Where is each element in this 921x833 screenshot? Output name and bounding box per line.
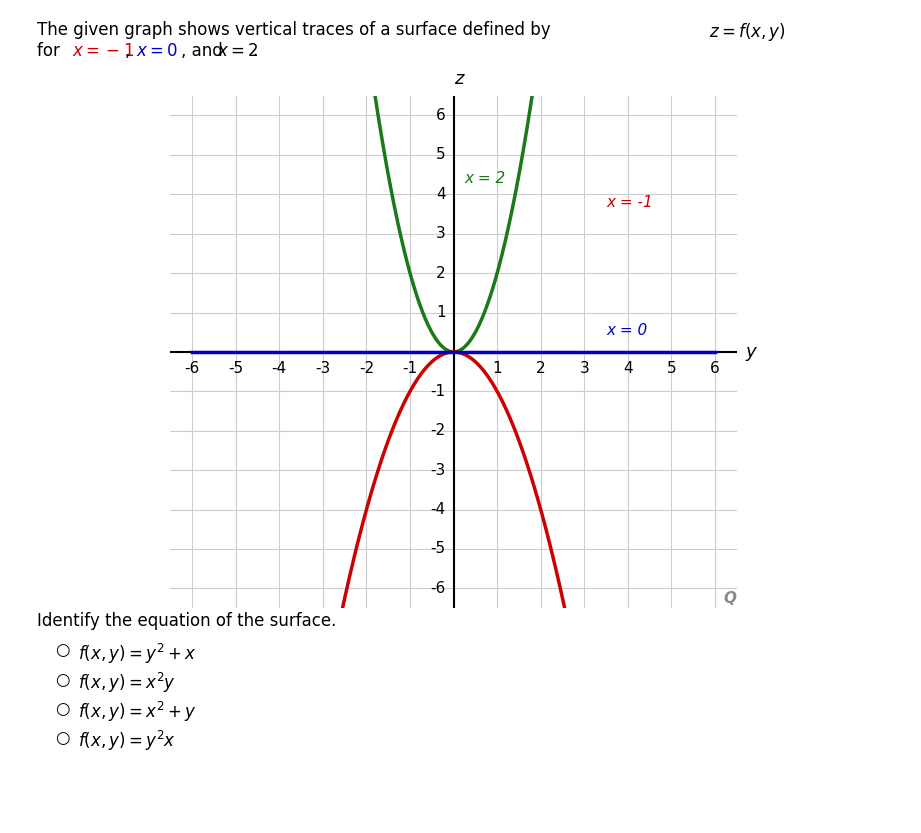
Text: -4: -4 (431, 502, 446, 517)
Text: Identify the equation of the surface.: Identify the equation of the surface. (37, 612, 336, 631)
Text: 2: 2 (536, 361, 545, 376)
Text: -6: -6 (184, 361, 200, 376)
Text: $x = 2$: $x = 2$ (217, 42, 259, 60)
Text: 5: 5 (667, 361, 676, 376)
Text: Q: Q (724, 591, 737, 606)
Text: 1: 1 (493, 361, 502, 376)
Text: ○: ○ (55, 671, 70, 689)
Text: x = -1: x = -1 (606, 195, 653, 210)
Text: -2: -2 (431, 423, 446, 438)
Text: ○: ○ (55, 641, 70, 660)
Text: -6: -6 (430, 581, 446, 596)
Text: , and: , and (181, 42, 227, 60)
Text: -4: -4 (272, 361, 286, 376)
Text: The given graph shows vertical traces of a surface defined by: The given graph shows vertical traces of… (37, 21, 555, 39)
Text: x = 2: x = 2 (464, 172, 506, 187)
Text: for: for (37, 42, 65, 60)
Text: 4: 4 (437, 187, 446, 202)
Text: -5: -5 (431, 541, 446, 556)
Text: 2: 2 (437, 266, 446, 281)
Text: ,: , (125, 42, 136, 60)
Text: -1: -1 (431, 384, 446, 399)
Text: z: z (454, 70, 463, 88)
Text: $f(x, y) = y^2 + x$: $f(x, y) = y^2 + x$ (78, 641, 197, 666)
Text: -3: -3 (430, 462, 446, 477)
Text: $f(x, y) = y^2x$: $f(x, y) = y^2x$ (78, 729, 176, 753)
Text: 6: 6 (436, 108, 446, 123)
Text: 5: 5 (437, 147, 446, 162)
Text: $x = -1$: $x = -1$ (72, 42, 134, 60)
Text: $f(x, y) = x^2 + y$: $f(x, y) = x^2 + y$ (78, 700, 197, 724)
Text: -1: -1 (402, 361, 417, 376)
Text: 3: 3 (436, 227, 446, 242)
Text: x = 0: x = 0 (606, 323, 647, 338)
Text: 3: 3 (579, 361, 589, 376)
Text: -2: -2 (359, 361, 374, 376)
Text: 6: 6 (710, 361, 720, 376)
Text: $f(x, y) = x^2y$: $f(x, y) = x^2y$ (78, 671, 176, 695)
Text: -3: -3 (315, 361, 331, 376)
Text: $x = 0$: $x = 0$ (136, 42, 179, 60)
Text: -5: -5 (228, 361, 243, 376)
Text: ○: ○ (55, 700, 70, 718)
Text: y: y (745, 343, 756, 361)
Text: .: . (252, 42, 258, 60)
Text: 4: 4 (624, 361, 633, 376)
Text: ○: ○ (55, 729, 70, 747)
Text: $z = f(x, y)$: $z = f(x, y)$ (709, 21, 786, 42)
Text: 1: 1 (437, 305, 446, 320)
